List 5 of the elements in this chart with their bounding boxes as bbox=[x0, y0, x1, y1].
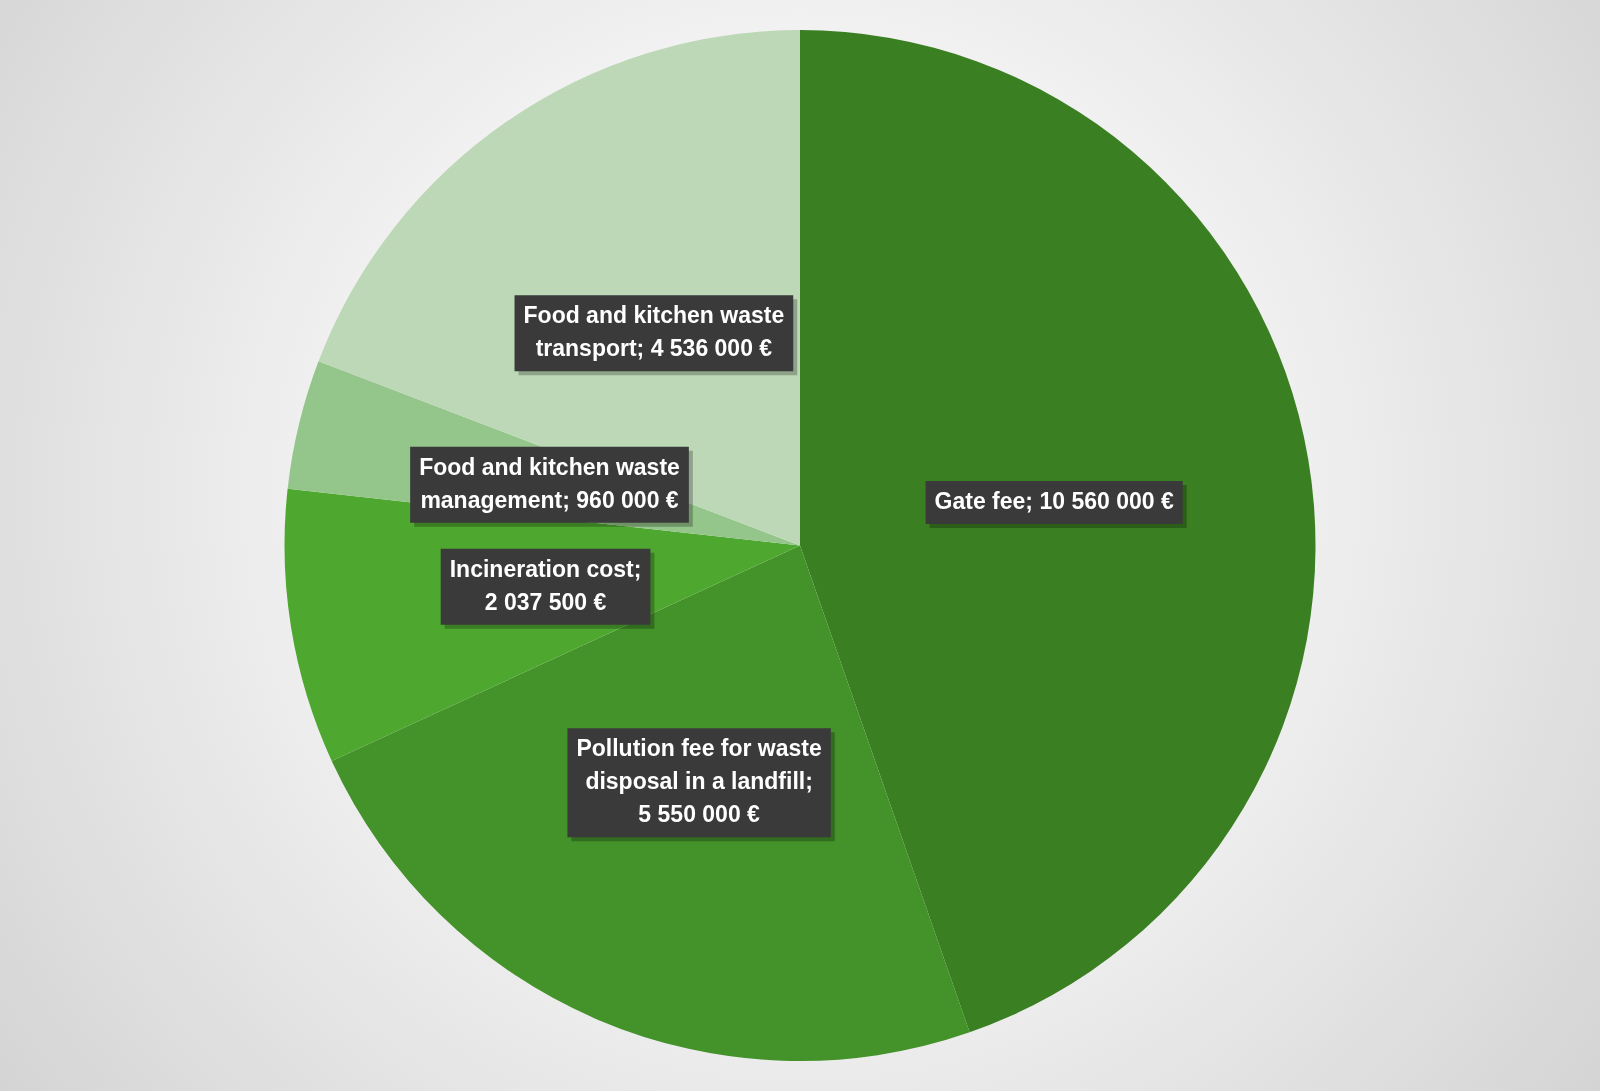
slice-label: Food and kitchen waste management; 960 000 € bbox=[419, 453, 680, 513]
slice-label: Food and kitchen waste transport; 4 536 000 € bbox=[523, 302, 785, 362]
slice-label: Incineration cost; 2 037 500 € bbox=[449, 555, 642, 615]
slice-label: Pollution fee for waste disposal in a landfill; 5 550 000 € bbox=[576, 735, 822, 828]
slice-label: Gate fee; 10 560 000 € bbox=[934, 487, 1174, 514]
